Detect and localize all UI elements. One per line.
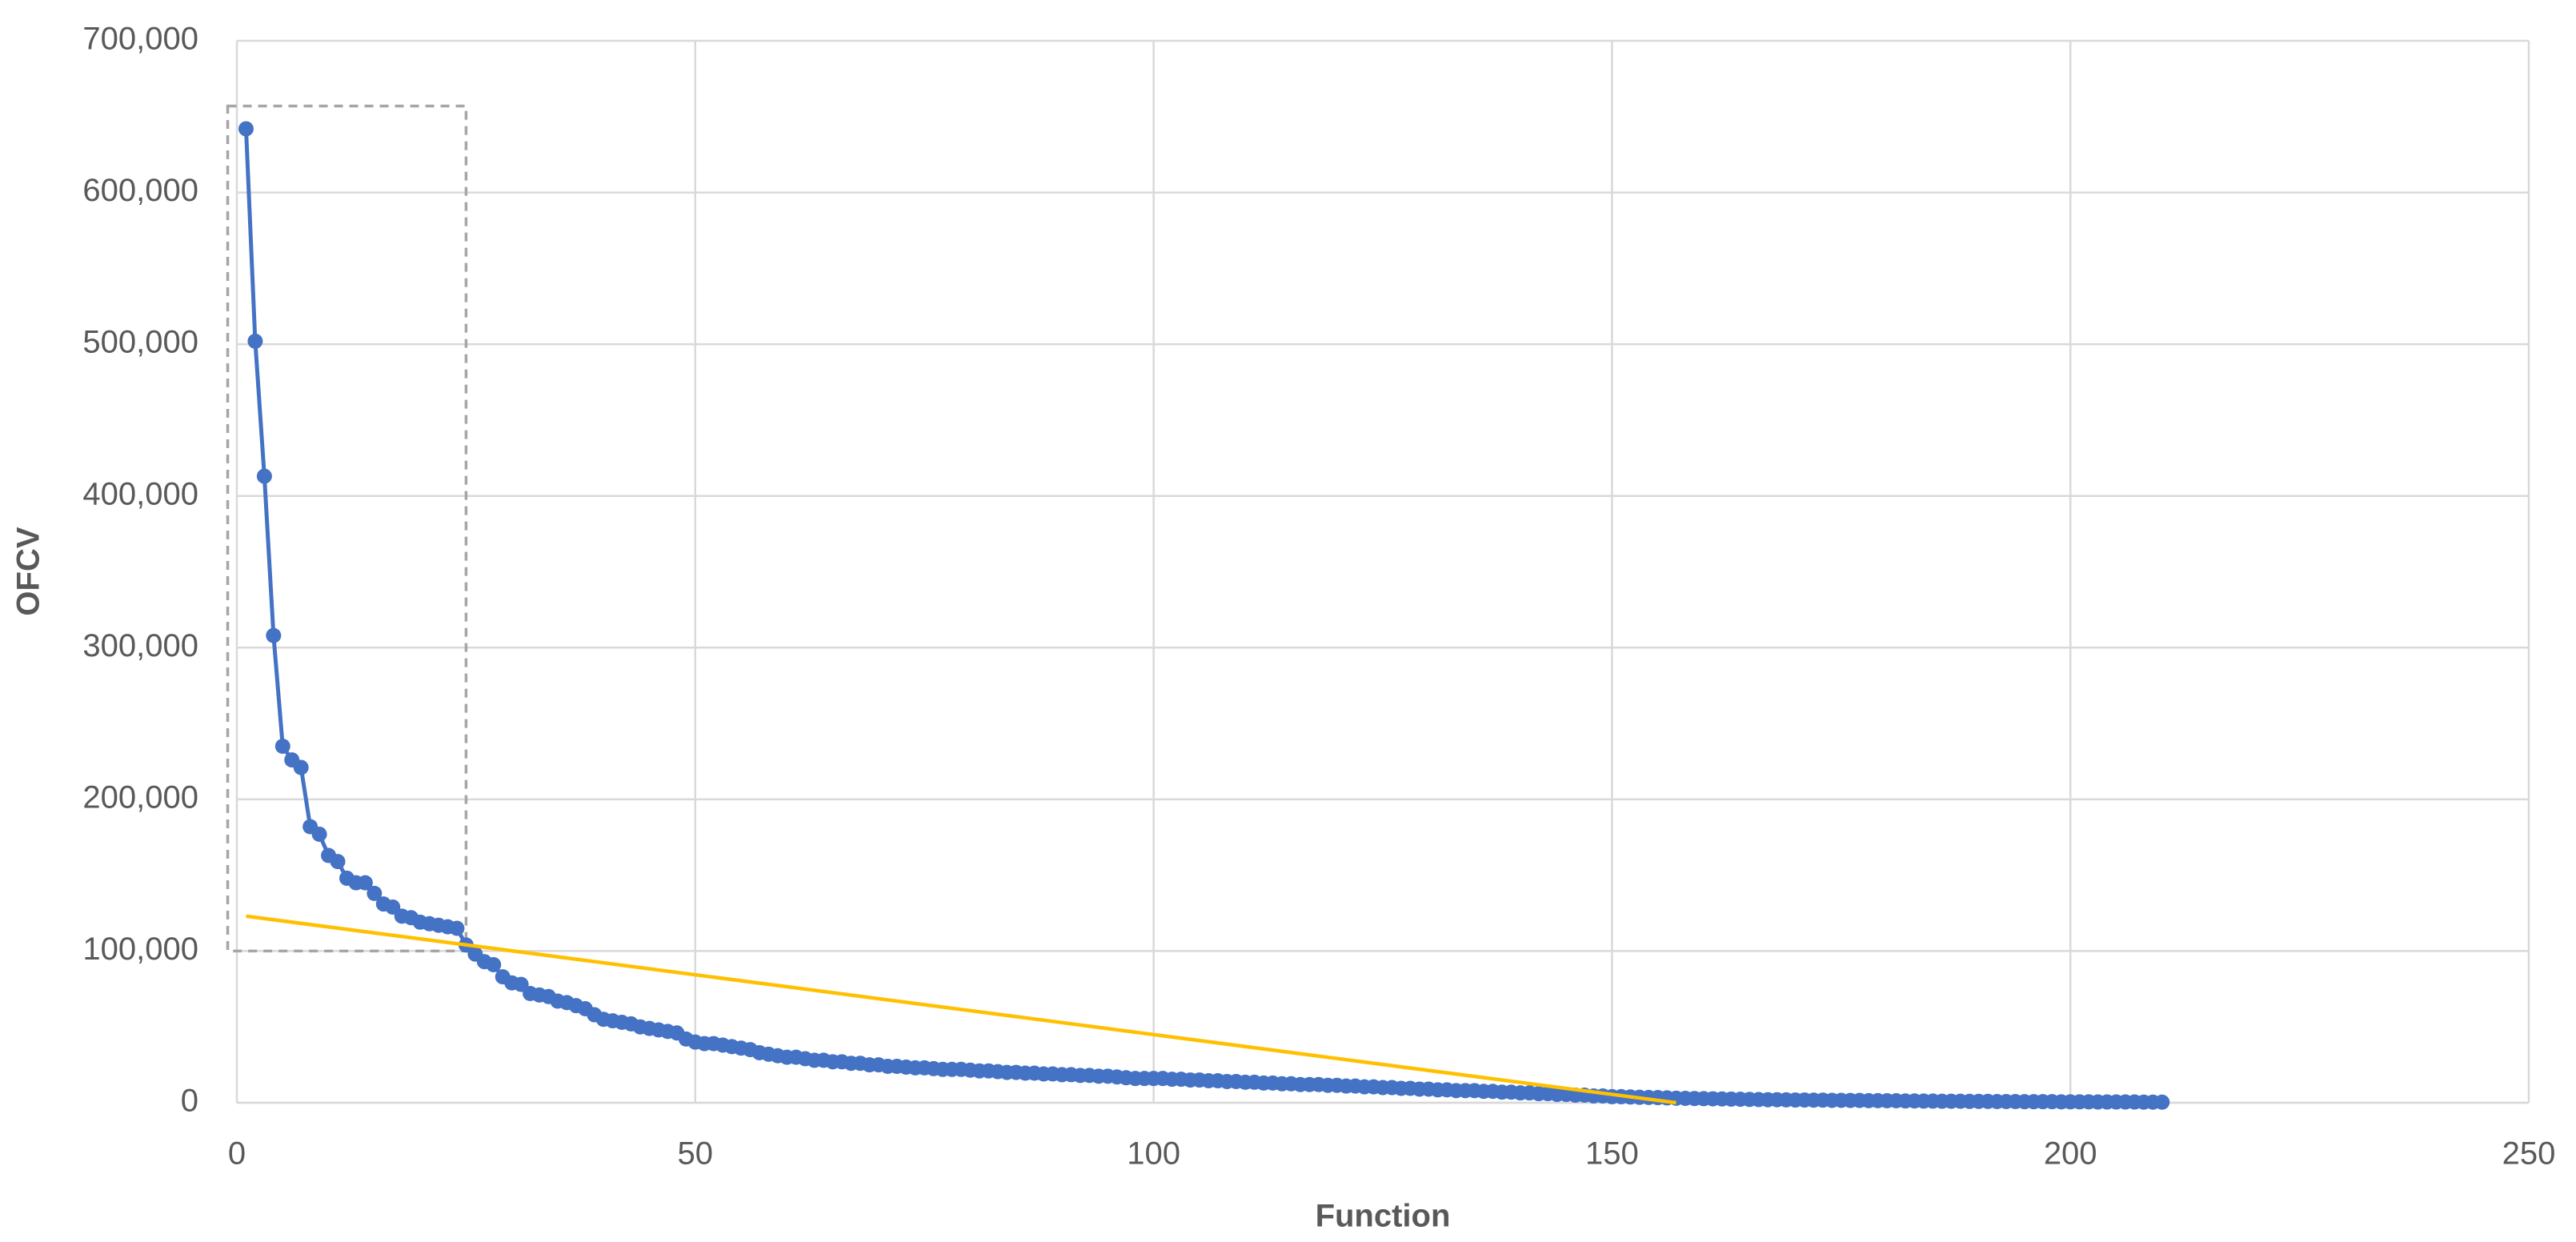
x-tick-label: 250 [2502,1136,2556,1172]
data-point [330,854,346,870]
y-tick-label: 500,000 [82,325,198,360]
data-point [357,875,373,891]
trend-line [246,914,1677,1105]
y-tick-label: 600,000 [82,173,198,208]
x-tick-label: 200 [2044,1136,2097,1172]
data-point [238,121,254,137]
grid [235,39,2530,1104]
y-tick-label: 300,000 [82,628,198,663]
plot-area [226,104,2170,1110]
data-point [247,333,263,349]
x-tick-label: 150 [1585,1136,1639,1172]
highlight-box [226,104,468,953]
x-axis-title: Function [1316,1199,1451,1234]
data-point [266,627,282,643]
data-point [2154,1094,2170,1110]
data-point [486,956,502,972]
y-tick-label: 100,000 [82,932,198,967]
y-tick-label: 0 [181,1084,198,1119]
y-axis-title: OFCV [11,527,46,615]
data-point [311,826,327,842]
x-tick-label: 50 [678,1136,714,1172]
y-tick-label: 200,000 [82,779,198,815]
data-point [293,759,309,775]
data-point [256,468,272,484]
x-tick-label: 0 [228,1136,246,1172]
data-point [449,920,465,936]
y-tick-label: 400,000 [82,476,198,511]
data-point [367,885,383,901]
x-tick-label: 100 [1127,1136,1180,1172]
data-point [274,739,290,755]
y-tick-label: 700,000 [82,22,198,57]
